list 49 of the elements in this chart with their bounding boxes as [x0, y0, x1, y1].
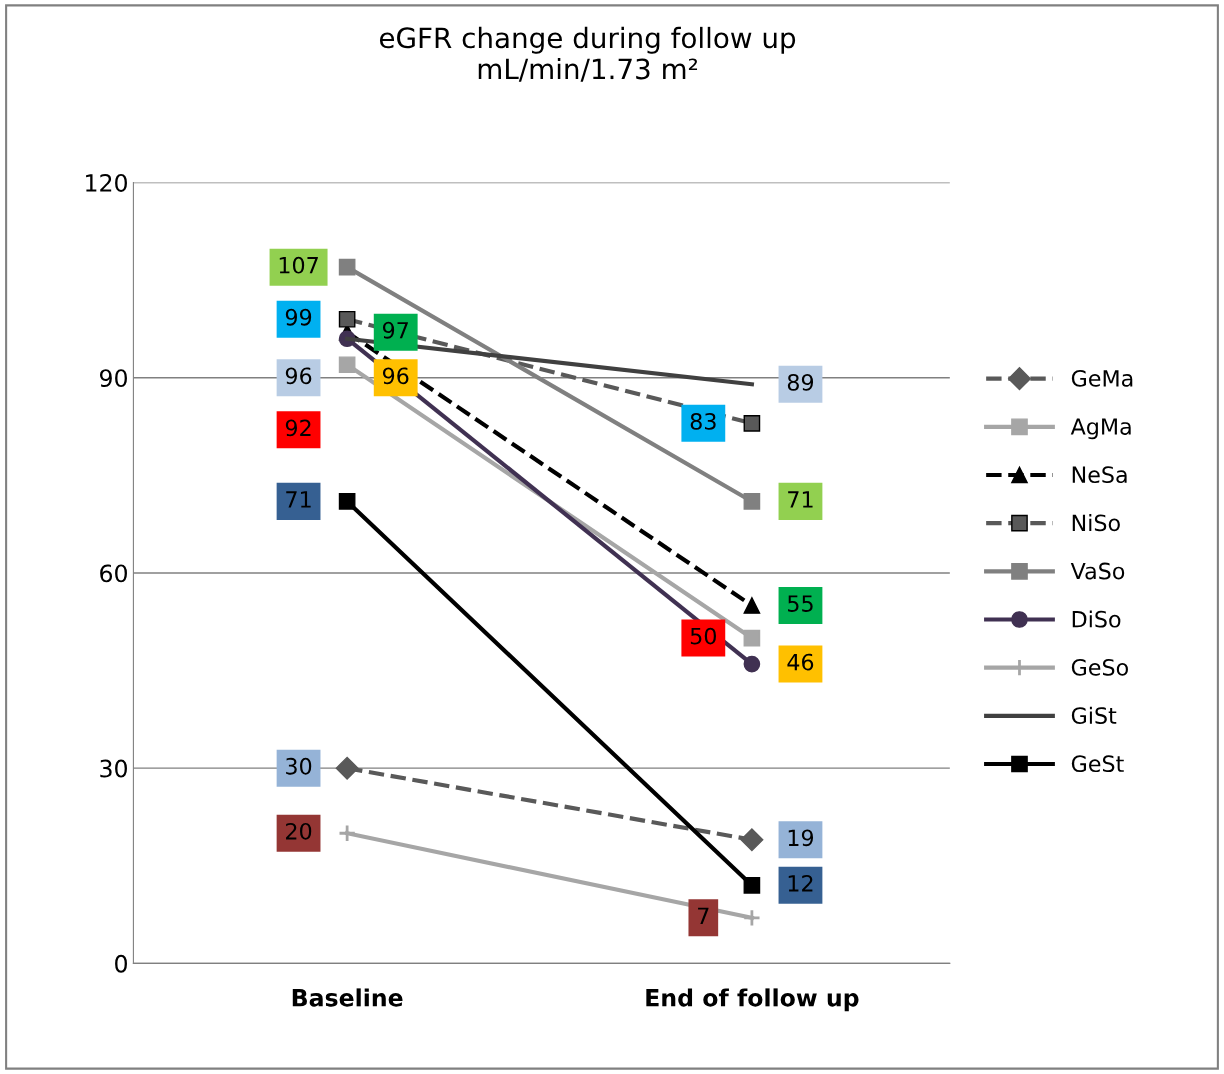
data-label: 97 — [382, 321, 408, 339]
data-label: 12 — [788, 874, 813, 892]
point — [743, 597, 761, 614]
point — [338, 824, 357, 843]
y-tick-label: 30 — [100, 759, 127, 778]
data-label: 71 — [788, 491, 813, 508]
data-label: 20 — [286, 822, 312, 840]
point — [338, 258, 356, 276]
data-label: 96 — [285, 367, 312, 385]
data-label: 19 — [788, 829, 814, 847]
data-label: 96 — [382, 367, 409, 385]
y-tick-label: 60 — [100, 564, 127, 583]
legend-label: DiSo — [1072, 610, 1121, 628]
point — [740, 828, 764, 852]
point — [743, 876, 761, 894]
point — [335, 756, 359, 780]
legend-label: NeSa — [1072, 466, 1127, 484]
data-label: 89 — [787, 373, 814, 391]
chart-title: eGFR change during follow up mL/min/1.73 m² — [379, 26, 796, 82]
data-label: 50 — [690, 627, 716, 645]
legend-label: GiSt — [1071, 706, 1117, 724]
y-tick-label: 120 — [86, 174, 127, 192]
legend-label: GeSt — [1071, 755, 1124, 773]
data-label: 46 — [787, 653, 814, 671]
point — [743, 629, 761, 647]
data-label: 83 — [690, 412, 716, 430]
legend-label: GeMa — [1071, 369, 1133, 387]
legend-label: AgMa — [1070, 418, 1131, 440]
point — [338, 356, 356, 374]
legend-label: NiSo — [1072, 514, 1120, 532]
y-tick-label: 0 — [115, 954, 127, 973]
legend-label: VaSo — [1070, 562, 1125, 580]
point — [338, 493, 356, 510]
point — [338, 310, 356, 328]
data-label: 7 — [698, 907, 709, 924]
point — [742, 908, 761, 927]
y-tick-label: 90 — [100, 369, 127, 388]
legend-label: GeSo — [1071, 658, 1128, 676]
point — [743, 493, 761, 510]
data-label: 55 — [788, 595, 813, 612]
data-label: 30 — [286, 757, 312, 775]
x-tick-label: Baseline — [292, 988, 403, 1007]
point — [743, 655, 761, 673]
point — [743, 414, 761, 432]
x-tick-label: End of follow up — [646, 988, 859, 1012]
data-label: 92 — [285, 419, 311, 437]
data-label: 107 — [279, 256, 318, 274]
data-label: 99 — [285, 308, 312, 326]
data-label: 71 — [286, 491, 311, 508]
